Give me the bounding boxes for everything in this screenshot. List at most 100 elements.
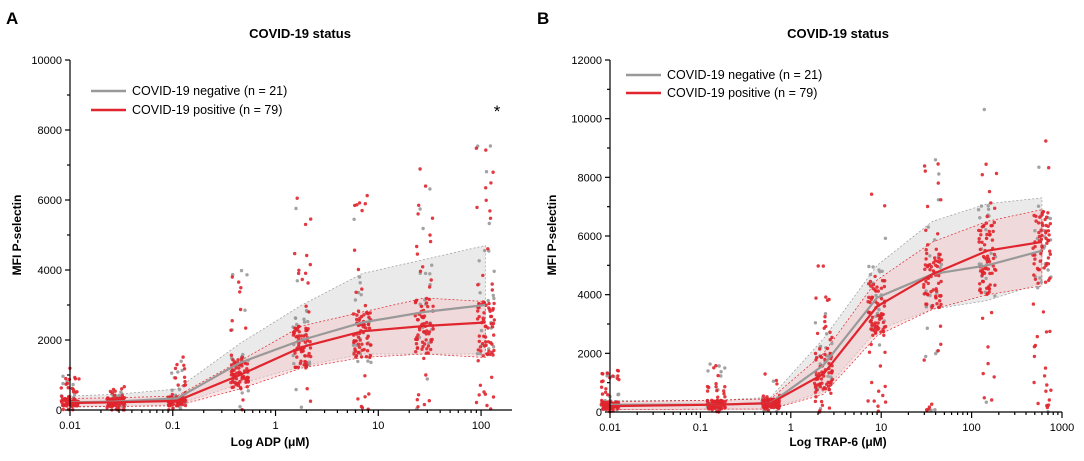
data-point-positive [925,204,930,209]
data-point-positive [229,328,233,332]
data-point-positive [1047,166,1051,170]
data-point-positive [871,333,875,337]
data-point-positive [427,285,432,289]
data-point-positive [171,406,175,410]
data-point-positive [427,399,431,403]
data-point-positive [296,271,301,276]
data-point-positive [413,314,417,318]
data-point-positive [924,257,928,261]
data-point-positive [169,402,173,406]
y-tick-label: 4000 [578,290,602,302]
data-point-positive [978,247,982,252]
data-point-negative [119,390,123,394]
data-point-positive [763,372,767,376]
data-point-positive [1034,219,1038,223]
data-point-positive [427,330,432,334]
data-point-positive [766,408,770,413]
data-point-positive [722,392,726,396]
data-point-positive [430,337,434,342]
data-point-positive [985,292,989,297]
data-point-positive [237,366,241,370]
data-point-negative [830,341,834,346]
data-point-positive [175,362,179,367]
data-point-positive [985,214,989,219]
data-point-positive [1043,280,1048,284]
data-point-positive [481,316,485,320]
legend-label-negative: COVID-19 negative (n = 21) [132,84,287,98]
confidence-bands [609,197,1043,411]
data-point-positive [61,407,65,412]
data-point-positive [825,298,830,302]
data-point-positive [492,348,496,353]
data-point-positive [1035,334,1040,339]
data-point-positive [413,300,418,305]
data-point-positive [414,342,419,346]
mean-line-positive [69,321,486,405]
data-point-positive [183,400,187,404]
data-point-positive [416,405,420,409]
data-point-positive [183,403,188,408]
data-point-positive [978,269,983,273]
data-point-negative [874,293,878,298]
data-point-positive [937,256,941,260]
data-point-positive [929,290,933,294]
data-point-positive [423,342,427,346]
data-point-positive [357,345,362,349]
data-point-positive [867,350,872,354]
y-tick-label: 4000 [38,265,62,277]
data-point-positive [492,333,496,337]
data-point-positive [485,352,489,356]
data-point-positive [986,361,990,366]
data-point-negative [353,298,358,302]
data-point-positive [813,399,818,404]
data-point-negative [719,374,723,378]
data-point-positive [990,238,995,242]
data-point-positive [1042,374,1047,378]
data-point-negative [877,343,882,347]
data-point-positive [477,393,481,397]
data-point-positive [491,306,495,311]
panel-a-x-axis-label: Log ADP (μM) [231,435,310,449]
data-point-positive [939,342,943,346]
data-point-positive [360,287,364,291]
data-point-positive [819,399,824,404]
data-point-positive [993,267,997,271]
data-point-negative [492,296,496,301]
data-point-positive [238,290,242,294]
data-point-positive [356,397,360,401]
data-point-positive [987,290,991,294]
data-point-positive [110,391,115,395]
data-point-positive [705,389,710,393]
data-point-positive [481,354,485,358]
data-point-positive [981,279,985,284]
data-point-positive [815,355,819,360]
data-point-positive [300,277,304,282]
data-point-positive [1033,277,1038,281]
data-point-positive [122,405,126,409]
data-point-positive [245,379,250,383]
data-point-negative [246,389,250,393]
data-point-positive [70,386,75,391]
data-point-positive [425,296,429,301]
data-point-positive [1045,241,1049,245]
data-point-negative [939,262,944,267]
data-point-positive [987,189,992,194]
data-point-positive [355,203,359,207]
data-point-positive [926,243,930,247]
data-point-negative [243,308,247,312]
data-point-positive [922,285,926,289]
data-point-positive [477,339,481,344]
data-point-positive [926,281,930,286]
data-point-positive [492,301,496,306]
data-point-positive [1043,366,1048,370]
data-point-positive [428,233,432,237]
data-point-positive [761,394,766,398]
data-point-positive [305,339,310,343]
data-point-positive [599,385,604,389]
data-point-negative [984,400,988,404]
panel-a: A COVID-19 status Log ADP (μM) MFI P-sel… [6,9,512,449]
data-point-positive [988,232,992,237]
data-point-positive [991,256,996,261]
data-point-positive [295,327,300,332]
data-point-positive [931,269,936,273]
